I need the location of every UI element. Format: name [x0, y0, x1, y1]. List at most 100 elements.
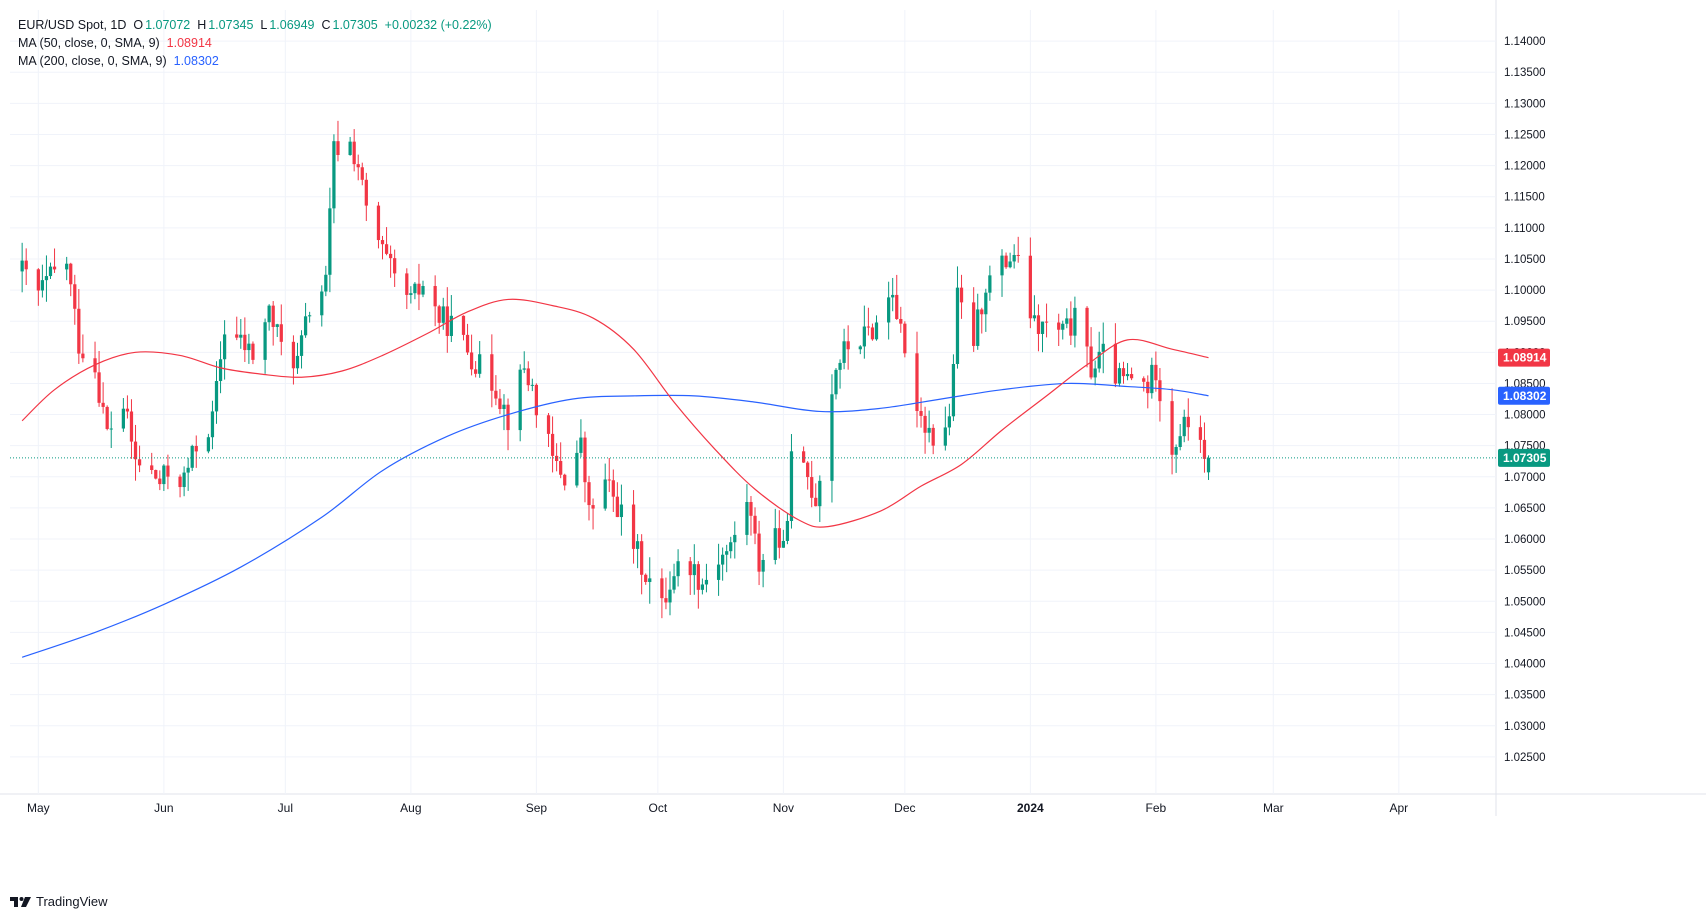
candle-body [688, 561, 692, 576]
candle-body [478, 354, 482, 374]
candle-body [186, 467, 190, 473]
candle-body [729, 542, 733, 552]
candle-body [931, 427, 935, 446]
candle-body [984, 292, 988, 315]
candle-body [360, 167, 364, 180]
candle-body [976, 309, 980, 346]
candle-body [1032, 315, 1037, 319]
price-tick-label: 1.02500 [1504, 752, 1546, 764]
candle-body [619, 504, 624, 518]
open-label: O [133, 18, 144, 32]
candle-body [348, 141, 352, 155]
candle-body [364, 179, 368, 206]
candle-body [210, 411, 215, 438]
candle-body [251, 343, 255, 360]
candle-body [842, 341, 846, 363]
candle-body [1065, 318, 1069, 324]
candle-body [263, 322, 267, 360]
candle-body [218, 359, 223, 382]
candle-body [194, 445, 198, 452]
candle-body [267, 305, 271, 323]
ma50-legend-row[interactable]: MA (50, close, 0, SMA, 9) 1.08914 [18, 34, 492, 52]
candle-body [721, 554, 725, 565]
candle-body [65, 263, 69, 270]
candle-body [777, 528, 781, 548]
ma50-line [21, 298, 1209, 528]
candle-body [951, 364, 956, 417]
candle-body [40, 280, 45, 291]
time-axis[interactable]: May Jun Jul Aug Sep Oct Nov Dec 2024 Feb Mar Apr [27, 801, 1408, 815]
candle-body [222, 334, 227, 360]
ma200-legend-value: 1.08302 [173, 54, 219, 68]
tradingview-icon [10, 896, 31, 907]
candle-body [271, 305, 275, 327]
candle-body [1057, 322, 1061, 330]
price-tick-label: 1.06000 [1504, 534, 1546, 546]
candle-body [384, 244, 389, 254]
time-tick-label: Feb [1146, 801, 1167, 815]
time-tick-label: May [27, 801, 50, 815]
candle-body [81, 353, 85, 359]
candle-body [44, 276, 49, 281]
candle-body [858, 346, 862, 350]
candle-body [733, 534, 737, 543]
candle-body [1206, 457, 1211, 473]
candle-body [20, 260, 24, 272]
price-tick-label: 1.12500 [1504, 129, 1546, 141]
candle-body [668, 589, 672, 603]
tradingview-logo[interactable]: TradingView [10, 894, 108, 909]
svg-text:1.08914: 1.08914 [1503, 351, 1547, 365]
candle-body [870, 327, 875, 340]
candle-body [781, 540, 785, 548]
low-label: L [260, 18, 268, 32]
candle-body [239, 334, 243, 338]
candle-body [445, 306, 449, 336]
price-tick-label: 1.10000 [1504, 285, 1546, 297]
candle-body [133, 441, 138, 460]
candle-body [1016, 254, 1020, 256]
candle-body [664, 598, 668, 603]
price-tick-label: 1.04500 [1504, 627, 1546, 639]
candle-body [801, 451, 806, 463]
candle-body [700, 584, 705, 590]
candle-body [1097, 351, 1101, 369]
candle-body [449, 315, 453, 336]
time-tick-label: Oct [649, 801, 668, 815]
candle-body [405, 273, 409, 295]
candle-body [716, 564, 721, 580]
close-label: C [321, 18, 331, 32]
candle-body [1117, 368, 1122, 384]
candle-body [336, 141, 340, 155]
candle-body [579, 437, 583, 453]
candle-body [1044, 321, 1049, 323]
price-tick-label: 1.06500 [1504, 503, 1546, 515]
candle-body [417, 283, 421, 295]
candle-body [866, 326, 871, 328]
candle-body [494, 390, 498, 399]
symbol-label[interactable]: EUR/USD Spot, 1D [18, 18, 127, 32]
candle-body [563, 474, 567, 486]
candle-body [1085, 307, 1089, 347]
candle-body [150, 465, 154, 470]
price-tick-label: 1.11000 [1504, 223, 1545, 235]
candle-body [789, 451, 794, 521]
candle-body [97, 372, 101, 403]
candle-body [502, 404, 506, 409]
candle-body [522, 368, 526, 370]
candle-body [1182, 416, 1186, 437]
close-value: 1.07305 [332, 18, 378, 32]
brand-name: TradingView [36, 894, 108, 909]
candle-body [1028, 255, 1032, 319]
candle-body [1093, 368, 1097, 378]
time-tick-label: Aug [400, 801, 421, 815]
time-tick-label: Dec [894, 801, 915, 815]
candle-body [927, 427, 931, 433]
candle-body [214, 381, 219, 412]
candle-body [154, 469, 158, 479]
ma200-legend-row[interactable]: MA (200, close, 0, SMA, 9) 1.08302 [18, 52, 492, 70]
price-tick-label: 1.10500 [1504, 254, 1546, 266]
candle-body [959, 287, 964, 303]
candle-body [235, 334, 239, 338]
candle-body [1186, 416, 1190, 428]
